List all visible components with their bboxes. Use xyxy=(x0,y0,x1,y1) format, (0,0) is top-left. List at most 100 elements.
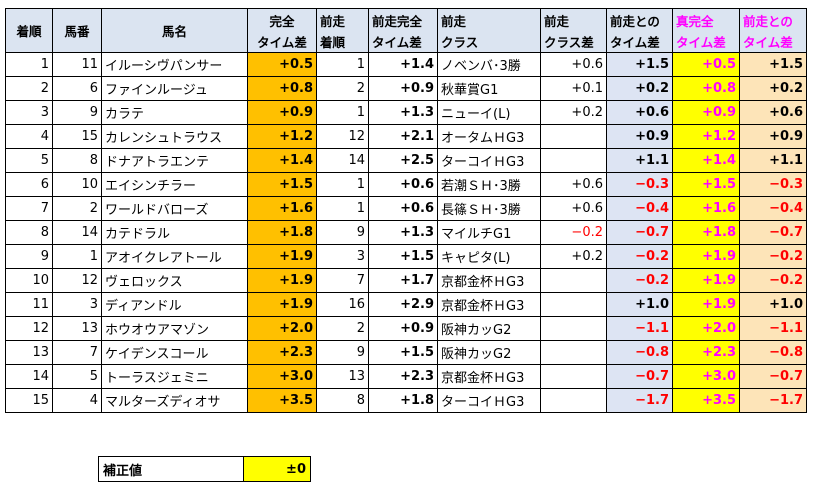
table-row: 8 14 カテドラル +1.8 9 +1.3 マイルチG1 −0.2 −0.7 +1.8 −0.7 xyxy=(5,220,807,245)
cell-horse-name: ケイデンスコール xyxy=(101,340,248,365)
cell-rank: 15 xyxy=(5,388,53,413)
cell-prev-class: ターコイＨG3 xyxy=(437,148,541,173)
cell-prev-gap: +1.5 xyxy=(368,244,438,269)
cell-horse-name: ワールドバローズ xyxy=(101,196,248,221)
header-prev-class-line2: クラス xyxy=(437,31,541,53)
cell-class-diff xyxy=(540,124,607,149)
cell-horse-name: トーラスジェミニ xyxy=(101,364,248,389)
cell-class-diff: +0.6 xyxy=(540,196,607,221)
cell-true-gap: +0.8 xyxy=(672,76,740,101)
cell-gap: +1.2 xyxy=(247,124,317,149)
cell-gap: +1.9 xyxy=(247,244,317,269)
header-gap-line2: タイム差 xyxy=(247,31,317,53)
cell-prev-class: 京都金杯ＨG3 xyxy=(437,268,541,293)
cell-horse-name: ドナアトラエンテ xyxy=(101,148,248,173)
cell-prev-rank: 9 xyxy=(316,220,369,245)
header-prev-time-line2: タイム差 xyxy=(606,31,673,53)
cell-class-diff: +0.2 xyxy=(540,100,607,125)
cell-prev-gap: +2.1 xyxy=(368,124,438,149)
cell-prev-time: −0.3 xyxy=(606,172,673,197)
cell-class-diff xyxy=(540,292,607,317)
cell-prev-time: −0.4 xyxy=(606,196,673,221)
table-row: 6 10 エイシンチラー +1.5 1 +0.6 若潮ＳＨ･3勝 +0.6 −0.3 +1.5 −0… xyxy=(5,172,807,197)
header-gap-line1: 完全 xyxy=(247,8,317,31)
cell-prev-rank: 13 xyxy=(316,364,369,389)
cell-prev-time: −0.7 xyxy=(606,220,673,245)
cell-horse-number: 2 xyxy=(52,196,102,221)
header-row-1: 着順 馬番 馬名 完全 前走 前走完全 前走 前走 前走との 真完全 前走との xyxy=(5,8,807,53)
cell-horse-name: ファインルージュ xyxy=(101,76,248,101)
cell-prev-class: マイルチG1 xyxy=(437,220,541,245)
header-class-diff-line2: クラス差 xyxy=(540,31,607,53)
cell-true-prev: +0.6 xyxy=(739,100,807,125)
cell-prev-gap: +1.3 xyxy=(368,220,438,245)
cell-prev-time: +0.2 xyxy=(606,76,673,101)
cell-prev-gap: +1.5 xyxy=(368,340,438,365)
cell-prev-gap: +2.9 xyxy=(368,292,438,317)
cell-horse-name: ディアンドル xyxy=(101,292,248,317)
cell-gap: +1.9 xyxy=(247,292,317,317)
header-rank: 着順 xyxy=(5,8,53,53)
header-prev-gap-line1: 前走完全 xyxy=(368,8,438,31)
table-row: 7 2 ワールドバローズ +1.6 1 +0.6 長篠ＳＨ･3勝 +0.6 −0.4 +1.6 −0… xyxy=(5,196,807,221)
cell-gap: +2.3 xyxy=(247,340,317,365)
cell-prev-gap: +0.6 xyxy=(368,196,438,221)
cell-horse-name: マルターズディオサ xyxy=(101,388,248,413)
cell-prev-class: ターコイＨG3 xyxy=(437,388,541,413)
cell-rank: 11 xyxy=(5,292,53,317)
cell-class-diff: +0.2 xyxy=(540,244,607,269)
cell-class-diff xyxy=(540,316,607,341)
cell-gap: +1.8 xyxy=(247,220,317,245)
header-prev-class-line1: 前走 xyxy=(437,8,541,31)
cell-prev-gap: +0.9 xyxy=(368,76,438,101)
cell-prev-rank: 7 xyxy=(316,268,369,293)
cell-rank: 8 xyxy=(5,220,53,245)
table-row: 10 12 ヴェロックス +1.9 7 +1.7 京都金杯ＨG3 −0.2 +1.9 −0.2 xyxy=(5,268,807,293)
cell-prev-rank: 1 xyxy=(316,196,369,221)
cell-horse-number: 10 xyxy=(52,172,102,197)
cell-horse-number: 11 xyxy=(52,52,102,77)
cell-prev-time: +0.6 xyxy=(606,100,673,125)
cell-true-prev: −0.8 xyxy=(739,340,807,365)
cell-true-gap: +0.9 xyxy=(672,100,740,125)
table-row: 14 5 トーラスジェミニ +3.0 13 +2.3 京都金杯ＨG3 −0.7 +3.0 −0.7 xyxy=(5,364,807,389)
cell-horse-number: 8 xyxy=(52,148,102,173)
cell-true-prev: −0.4 xyxy=(739,196,807,221)
cell-prev-time: +0.9 xyxy=(606,124,673,149)
cell-true-prev: +0.2 xyxy=(739,76,807,101)
cell-rank: 2 xyxy=(5,76,53,101)
cell-rank: 13 xyxy=(5,340,53,365)
cell-prev-time: −0.2 xyxy=(606,244,673,269)
cell-gap: +2.0 xyxy=(247,316,317,341)
cell-prev-class: オータムＨG3 xyxy=(437,124,541,149)
table-row: 9 1 アオイクレアトール +1.9 3 +1.5 キャピタ(L) +0.2 −0.2 +1.9−… xyxy=(5,244,807,269)
results-body: 1 11 イルーシヴパンサー +0.5 1 +1.4 ノベンバ･3勝 +0.6 +1.5 +0.5… xyxy=(5,52,807,413)
cell-prev-time: −1.7 xyxy=(606,388,673,413)
table-row: 5 8 ドナアトラエンテ +1.4 14 +2.5 ターコイＨG3 +1.1 +1.4 +1.1 xyxy=(5,148,807,173)
header-prev-rank-line2: 着順 xyxy=(316,31,369,53)
cell-class-diff: +0.6 xyxy=(540,52,607,77)
cell-prev-class: ニューイ(L) xyxy=(437,100,541,125)
cell-gap: +0.8 xyxy=(247,76,317,101)
cell-true-gap: +1.9 xyxy=(672,244,740,269)
cell-prev-rank: 2 xyxy=(316,316,369,341)
cell-gap: +0.5 xyxy=(247,52,317,77)
cell-horse-number: 12 xyxy=(52,268,102,293)
cell-prev-time: +1.5 xyxy=(606,52,673,77)
cell-prev-class: 長篠ＳＨ･3勝 xyxy=(437,196,541,221)
cell-prev-gap: +0.6 xyxy=(368,172,438,197)
header-prev-gap-line2: タイム差 xyxy=(368,31,438,53)
cell-horse-name: カレンシュトラウス xyxy=(101,124,248,149)
table-row: 12 13 ホウオウアマゾン +2.0 2 +0.9 阪神カッG2 −1.1 +2.0 −1.1 xyxy=(5,316,807,341)
header-true-prev-line1: 前走との xyxy=(739,8,807,31)
cell-horse-number: 15 xyxy=(52,124,102,149)
cell-prev-time: +1.0 xyxy=(606,292,673,317)
correction-box: 補正値 ±0 xyxy=(98,456,311,482)
cell-prev-class: ノベンバ･3勝 xyxy=(437,52,541,77)
cell-prev-rank: 8 xyxy=(316,388,369,413)
header-true-prev-line2: タイム差 xyxy=(739,31,807,53)
cell-prev-time: −0.8 xyxy=(606,340,673,365)
cell-horse-name: ホウオウアマゾン xyxy=(101,316,248,341)
cell-class-diff xyxy=(540,388,607,413)
cell-horse-name: アオイクレアトール xyxy=(101,244,248,269)
